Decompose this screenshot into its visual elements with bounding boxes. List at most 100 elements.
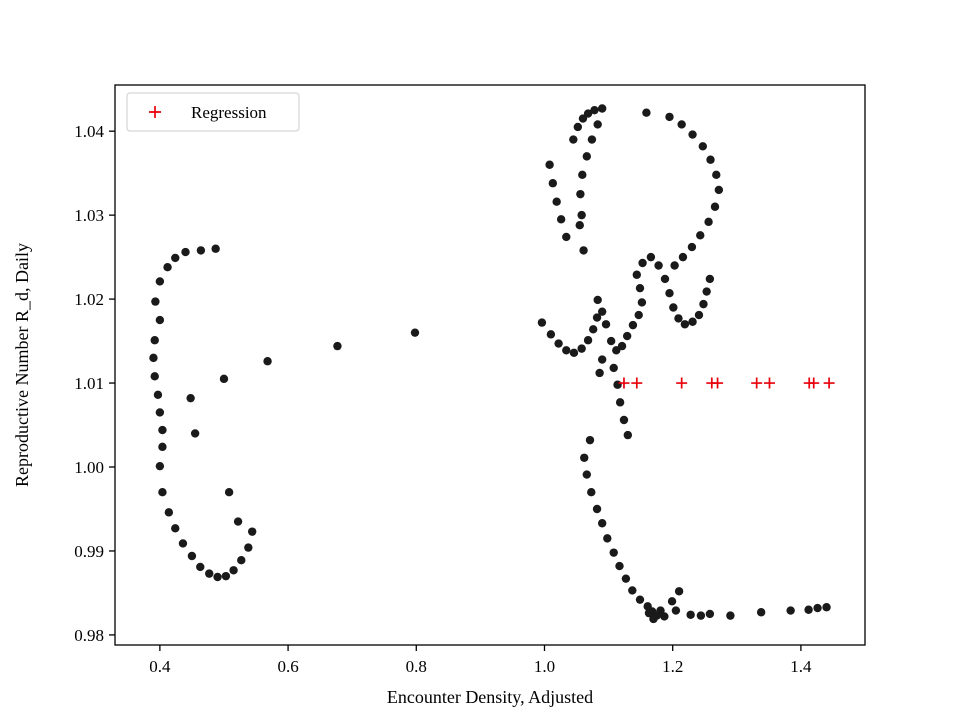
scatter-point — [333, 341, 342, 351]
scatter-point — [677, 120, 686, 129]
scatter-point — [726, 611, 735, 620]
scatter-point — [229, 566, 238, 575]
scatter-point — [635, 283, 645, 293]
scatter-point — [196, 246, 206, 255]
x-tick-label: 1.2 — [662, 657, 683, 676]
legend — [126, 92, 300, 132]
scatter-point — [619, 415, 629, 425]
scatter-point — [706, 155, 715, 164]
scatter-point — [548, 179, 558, 188]
scatter-point — [592, 504, 602, 514]
scatter-point — [623, 430, 633, 440]
scatter-point — [597, 355, 607, 364]
scatter-point — [181, 247, 190, 257]
scatter-point — [545, 160, 554, 169]
scatter-point — [699, 299, 708, 309]
y-tick-label: 0.98 — [74, 626, 104, 645]
scatter-point — [669, 303, 678, 312]
scatter-point — [632, 270, 641, 279]
scatter-point — [674, 587, 684, 596]
x-axis-label: Encounter Density, Adjusted — [387, 687, 593, 707]
scatter-point — [562, 232, 571, 242]
legend-label: Regression — [191, 103, 267, 122]
scatter-point — [155, 315, 165, 325]
x-tick-label: 0.8 — [406, 657, 427, 676]
scatter-point — [680, 320, 690, 329]
scatter-point — [621, 574, 631, 583]
scatter-point — [628, 320, 638, 330]
scatter-point — [696, 611, 706, 620]
scatter-point — [158, 425, 167, 435]
scatter-point — [671, 606, 681, 615]
x-tick-label: 1.0 — [534, 657, 555, 676]
scatter-point — [196, 562, 205, 572]
scatter-point — [582, 152, 591, 161]
y-tick-label: 1.02 — [74, 290, 104, 309]
scatter-point — [587, 135, 597, 144]
scatter-point — [575, 221, 584, 230]
scatter-point — [617, 341, 627, 351]
regression-point — [631, 377, 643, 389]
scatter-point — [579, 246, 588, 255]
scatter-point — [628, 586, 637, 595]
scatter-point — [587, 487, 596, 497]
scatter-point — [649, 614, 658, 624]
scatter-point — [576, 189, 585, 199]
y-tick-label: 1.01 — [74, 374, 104, 393]
scatter-point — [158, 442, 167, 452]
scatter-point — [163, 262, 172, 272]
scatter-point — [211, 244, 220, 253]
scatter-point — [638, 258, 647, 268]
scatter-point — [667, 597, 677, 606]
scatter-point — [609, 363, 618, 373]
scatter-point — [546, 330, 556, 339]
scatter-point — [190, 429, 200, 438]
regression-point — [808, 377, 820, 389]
scatter-point — [674, 314, 683, 323]
scatter-point — [187, 551, 197, 561]
scatter-point — [247, 527, 257, 536]
scatter-point — [694, 310, 704, 320]
y-tick-label: 1.04 — [74, 122, 104, 141]
y-tick-label: 1.03 — [74, 206, 104, 225]
scatter-point — [670, 261, 679, 270]
x-tick-label: 0.4 — [149, 657, 171, 676]
scatter-point — [615, 398, 625, 407]
scatter-point — [578, 114, 588, 123]
scatter-point — [612, 346, 621, 355]
scatter-point — [688, 130, 697, 139]
scatter-point — [552, 197, 561, 206]
scatter-point — [601, 320, 611, 329]
scatter-point — [556, 215, 566, 224]
scatter-point — [171, 524, 180, 533]
scatter-point — [688, 317, 697, 326]
scatter-point — [213, 572, 222, 582]
scatter-point — [646, 252, 656, 262]
scatter-point — [233, 517, 243, 526]
legend-plus-icon — [149, 106, 161, 118]
scatter-point — [155, 408, 165, 417]
scatter-point — [205, 569, 214, 578]
scatter-point — [704, 217, 713, 227]
x-tick-label: 1.4 — [790, 657, 812, 676]
scatter-point — [577, 344, 586, 353]
scatter-point — [585, 435, 595, 445]
scatter-point — [590, 105, 599, 115]
scatter-point — [582, 470, 591, 479]
scatter-point — [583, 336, 593, 345]
scatter-point — [573, 122, 583, 132]
scatter-point — [583, 109, 593, 118]
scatter-point — [150, 372, 159, 381]
scatter-point — [578, 170, 587, 180]
x-tick-label: 0.6 — [277, 657, 298, 676]
scatter-point — [637, 298, 647, 307]
scatter-point — [644, 608, 654, 618]
scatter-point — [606, 336, 616, 346]
scatter-point — [595, 368, 604, 378]
scatter-point — [224, 487, 234, 497]
scatter-point — [569, 135, 578, 144]
scatter-point — [150, 336, 159, 345]
scatter-point — [151, 297, 160, 306]
scatter-point — [593, 295, 602, 305]
